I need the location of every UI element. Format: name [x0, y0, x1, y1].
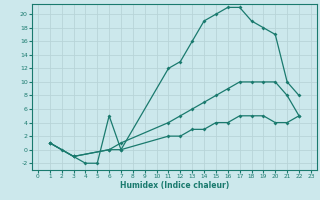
X-axis label: Humidex (Indice chaleur): Humidex (Indice chaleur): [120, 181, 229, 190]
